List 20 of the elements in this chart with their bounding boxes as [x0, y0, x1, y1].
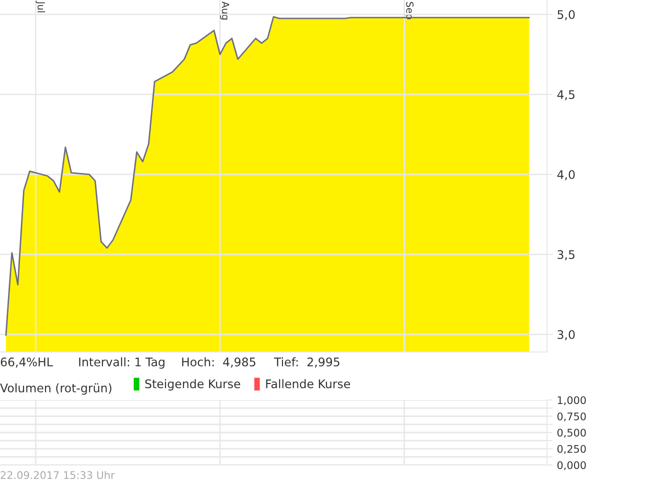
- chart-title: Volumen (rot-grün): [0, 383, 112, 395]
- legend-label: Steigende Kurse: [145, 379, 240, 391]
- y-tick-label: 5,0: [558, 10, 575, 20]
- y-tick-label: 0,000: [557, 461, 586, 470]
- y-tick-label: 3,0: [558, 330, 575, 340]
- y-tick-label: 0,250: [557, 444, 586, 454]
- text: Intervall: 1 Tag: [79, 357, 164, 369]
- y-tick-label: 0,500: [557, 428, 586, 438]
- y-tick-label: 4,0: [557, 170, 575, 180]
- y-tick-label: 3,5: [558, 250, 574, 260]
- x-tick-label: Aug: [220, 1, 230, 20]
- text: Tief: 2,995: [274, 357, 340, 368]
- legend-label: Fallende Kurse: [266, 379, 350, 388]
- text: Hoch: 4,985: [182, 357, 256, 368]
- y-tick-label: 0,750: [557, 412, 586, 422]
- y-tick-label: 4,5: [557, 90, 574, 100]
- x-tick-label: Jul: [36, 0, 46, 12]
- text: 66,4%HL: [0, 357, 53, 368]
- text: 22.09.2017 15:33 Uhr: [0, 470, 115, 480]
- y-tick-label: 1,000: [558, 396, 586, 406]
